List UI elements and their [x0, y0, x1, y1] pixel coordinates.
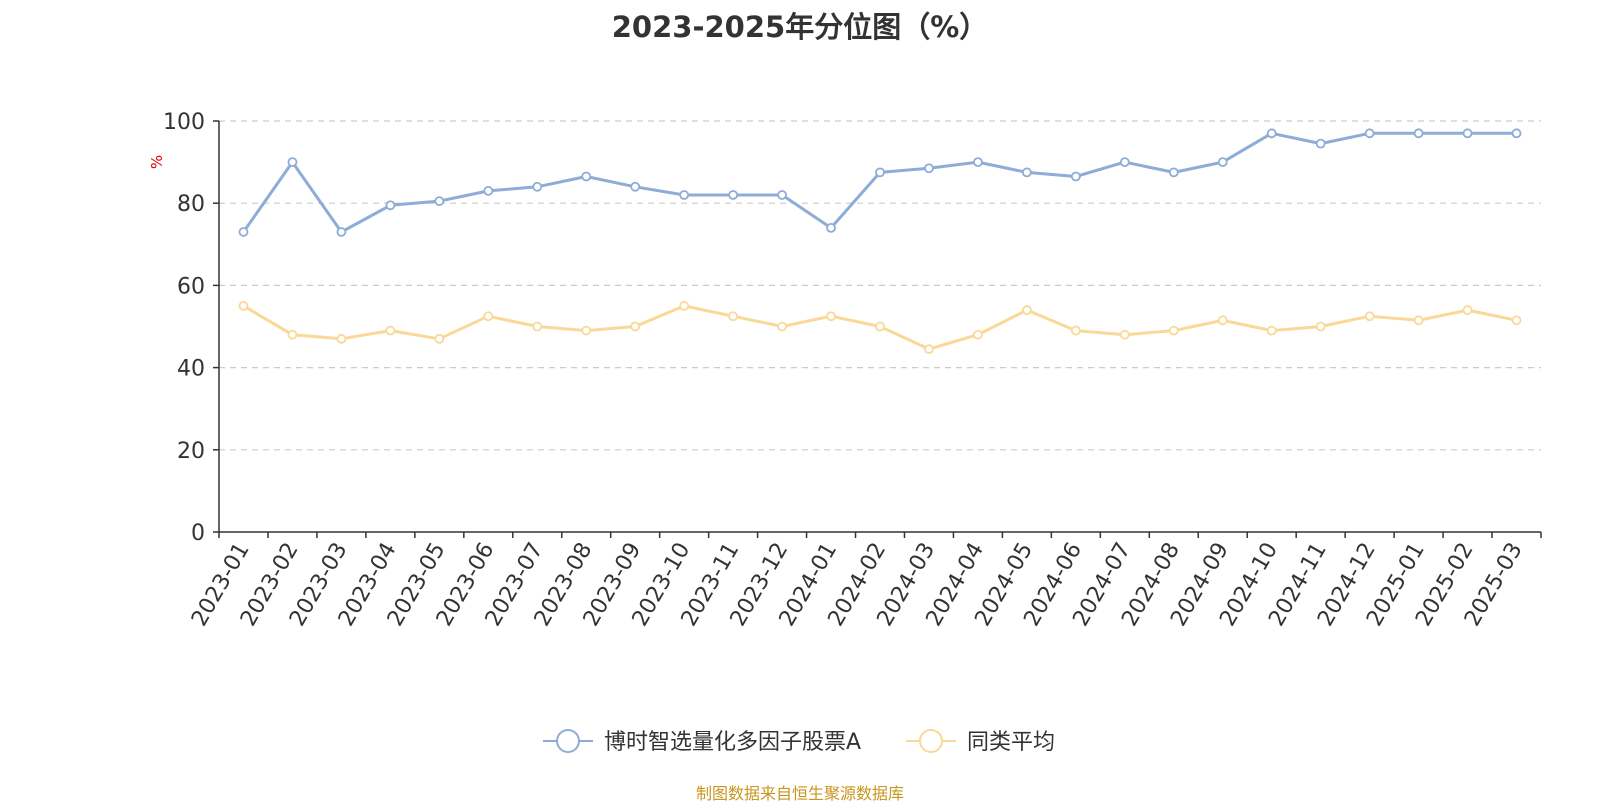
data-point[interactable] [532, 321, 543, 332]
legend[interactable]: 博时智选量化多因子股票A 同类平均 [543, 729, 1055, 755]
data-point[interactable] [1217, 315, 1228, 326]
data-point[interactable] [826, 222, 836, 233]
data-point[interactable] [1119, 329, 1130, 340]
data-point[interactable] [1315, 138, 1326, 149]
data-point[interactable] [1266, 128, 1277, 139]
data-point[interactable] [630, 181, 641, 192]
data-point[interactable] [434, 196, 445, 207]
data-point[interactable] [826, 311, 836, 322]
data-point[interactable] [924, 344, 934, 355]
data-point[interactable] [1462, 305, 1473, 315]
data-point[interactable] [1070, 171, 1081, 182]
data-point[interactable] [287, 329, 298, 340]
data-point[interactable] [875, 167, 885, 178]
data-point[interactable] [1364, 128, 1375, 139]
legend-item-1[interactable]: 博时智选量化多因子股票A [543, 729, 861, 755]
y-tick-label: 0 [191, 521, 205, 546]
series-1 [238, 128, 1522, 237]
legend-item-2[interactable]: 同类平均 [906, 729, 1055, 755]
data-point[interactable] [1217, 157, 1228, 168]
data-point[interactable] [1266, 325, 1277, 336]
data-point[interactable] [630, 321, 641, 332]
data-point[interactable] [973, 329, 983, 340]
series-2 [238, 301, 1522, 355]
data-point[interactable] [875, 321, 885, 332]
y-tick-label: 60 [177, 274, 205, 299]
axes: 020406080100%2023-012023-022023-032023-0… [148, 110, 1542, 631]
data-point[interactable] [1462, 128, 1473, 139]
data-point[interactable] [1168, 325, 1179, 336]
y-tick-label: 20 [177, 439, 205, 464]
data-point[interactable] [336, 333, 347, 344]
data-point[interactable] [238, 301, 249, 311]
series-layer [238, 128, 1522, 355]
data-point[interactable] [679, 301, 690, 311]
data-point[interactable] [581, 325, 592, 336]
source-note: 制图数据来自恒生聚源数据库 [695, 784, 904, 803]
data-point[interactable] [1119, 157, 1130, 168]
data-point[interactable] [1511, 128, 1522, 139]
data-point[interactable] [238, 227, 249, 237]
data-point[interactable] [777, 321, 787, 332]
data-point[interactable] [1021, 305, 1032, 315]
data-point[interactable] [385, 325, 396, 336]
y-tick-label: 100 [163, 110, 205, 135]
data-point[interactable] [483, 185, 494, 196]
legend-marker [919, 729, 943, 753]
data-point[interactable] [777, 190, 787, 200]
data-point[interactable] [1413, 315, 1424, 326]
data-point[interactable] [532, 181, 543, 192]
y-tick-label: 40 [177, 357, 205, 382]
chart-title: 2023-2025年分位图（%） [611, 10, 989, 44]
legend-label: 博时智选量化多因子股票A [604, 730, 861, 755]
data-point[interactable] [1315, 321, 1326, 332]
data-point[interactable] [483, 311, 494, 322]
data-point[interactable] [973, 157, 983, 168]
data-point[interactable] [728, 311, 739, 322]
y-axis-label: % [148, 155, 166, 169]
data-point[interactable] [924, 163, 934, 174]
legend-marker [556, 729, 580, 753]
data-point[interactable] [679, 190, 690, 200]
data-point[interactable] [1021, 167, 1032, 178]
data-point[interactable] [1168, 167, 1179, 178]
data-point[interactable] [385, 200, 396, 211]
data-point[interactable] [434, 333, 445, 344]
data-point[interactable] [1070, 325, 1081, 336]
series-line [242, 131, 1517, 234]
legend-label: 同类平均 [967, 730, 1055, 755]
data-point[interactable] [336, 227, 347, 237]
data-point[interactable] [1511, 315, 1522, 326]
data-point[interactable] [728, 190, 739, 200]
data-point[interactable] [1413, 128, 1424, 139]
data-point[interactable] [581, 171, 592, 182]
y-tick-label: 80 [177, 192, 205, 217]
data-point[interactable] [287, 157, 298, 168]
data-point[interactable] [1364, 311, 1375, 322]
